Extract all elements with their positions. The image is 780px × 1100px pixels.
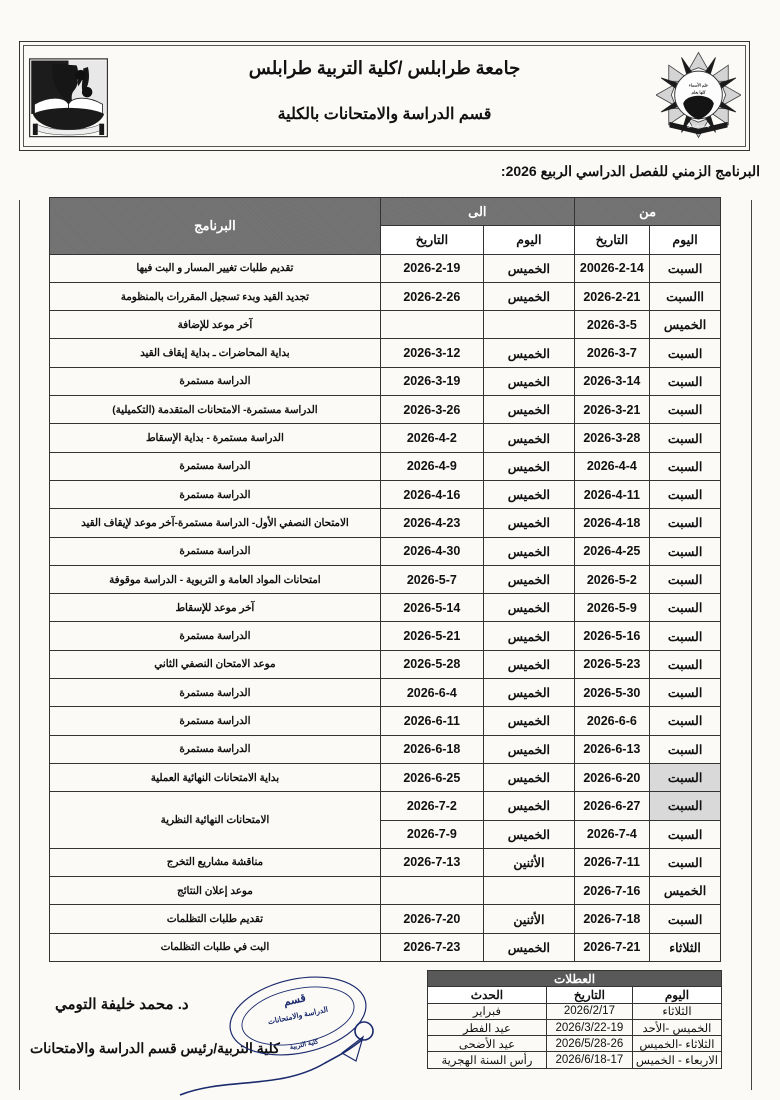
svg-text:الدراسة والامتحانات: الدراسة والامتحانات: [267, 1005, 329, 1028]
svg-text:علم الأسماء: علم الأسماء: [689, 81, 709, 88]
svg-text:قسم: قسم: [282, 992, 306, 1008]
